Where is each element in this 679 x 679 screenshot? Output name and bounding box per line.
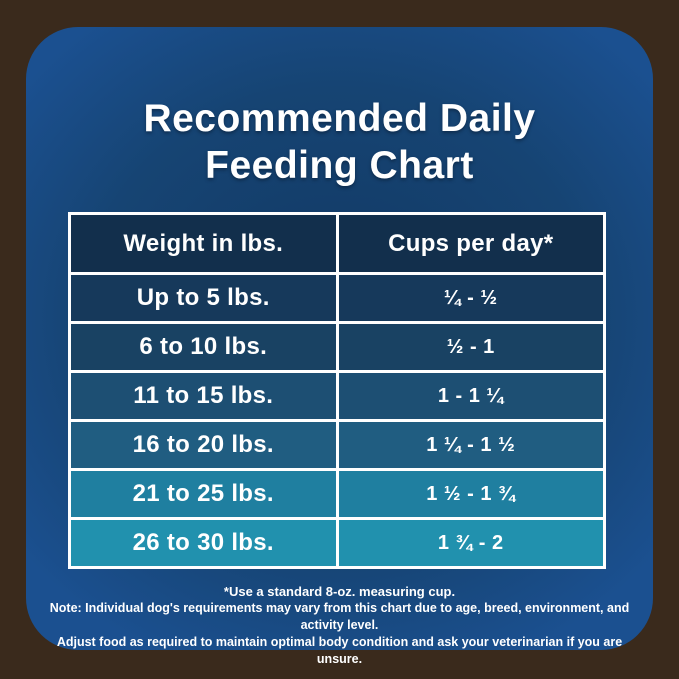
cups-cell: ½ - 1 [338, 324, 603, 370]
weight-cell: Up to 5 lbs. [71, 275, 336, 321]
weight-cell: 6 to 10 lbs. [71, 324, 336, 370]
header-weight: Weight in lbs. [71, 215, 336, 272]
cups-cell: 1 ¾ - 2 [338, 520, 603, 566]
cups-cell: ¼ - ½ [338, 275, 603, 321]
page-title: Recommended Daily Feeding Chart [26, 95, 653, 189]
variance-note-line1: Note: Individual dog's requirements may … [49, 601, 630, 632]
table-row: 26 to 30 lbs. 1 ¾ - 2 [71, 520, 603, 566]
table-row: 21 to 25 lbs. 1 ½ - 1 ¾ [71, 471, 603, 517]
cups-cell: 1 ½ - 1 ¾ [338, 471, 603, 517]
weight-cell: 11 to 15 lbs. [71, 373, 336, 419]
cups-cell: 1 ¼ - 1 ½ [338, 422, 603, 468]
cups-cell: 1 - 1 ¼ [338, 373, 603, 419]
footnotes: *Use a standard 8-oz. measuring cup. Not… [40, 583, 639, 668]
table-header-row: Weight in lbs. Cups per day* [71, 215, 603, 272]
feeding-table: Weight in lbs. Cups per day* Up to 5 lbs… [68, 212, 606, 569]
page-title-line1: Recommended Daily [143, 97, 536, 140]
measuring-cup-note: *Use a standard 8-oz. measuring cup. [223, 584, 456, 599]
weight-cell: 16 to 20 lbs. [71, 422, 336, 468]
table-row: 11 to 15 lbs. 1 - 1 ¼ [71, 373, 603, 419]
weight-cell: 26 to 30 lbs. [71, 520, 336, 566]
page-title-line2: Feeding Chart [205, 144, 474, 187]
table-row: Up to 5 lbs. ¼ - ½ [71, 275, 603, 321]
table-row: 6 to 10 lbs. ½ - 1 [71, 324, 603, 370]
weight-cell: 21 to 25 lbs. [71, 471, 336, 517]
table-row: 16 to 20 lbs. 1 ¼ - 1 ½ [71, 422, 603, 468]
header-cups: Cups per day* [338, 215, 603, 272]
variance-note-line2: Adjust food as required to maintain opti… [56, 635, 623, 666]
